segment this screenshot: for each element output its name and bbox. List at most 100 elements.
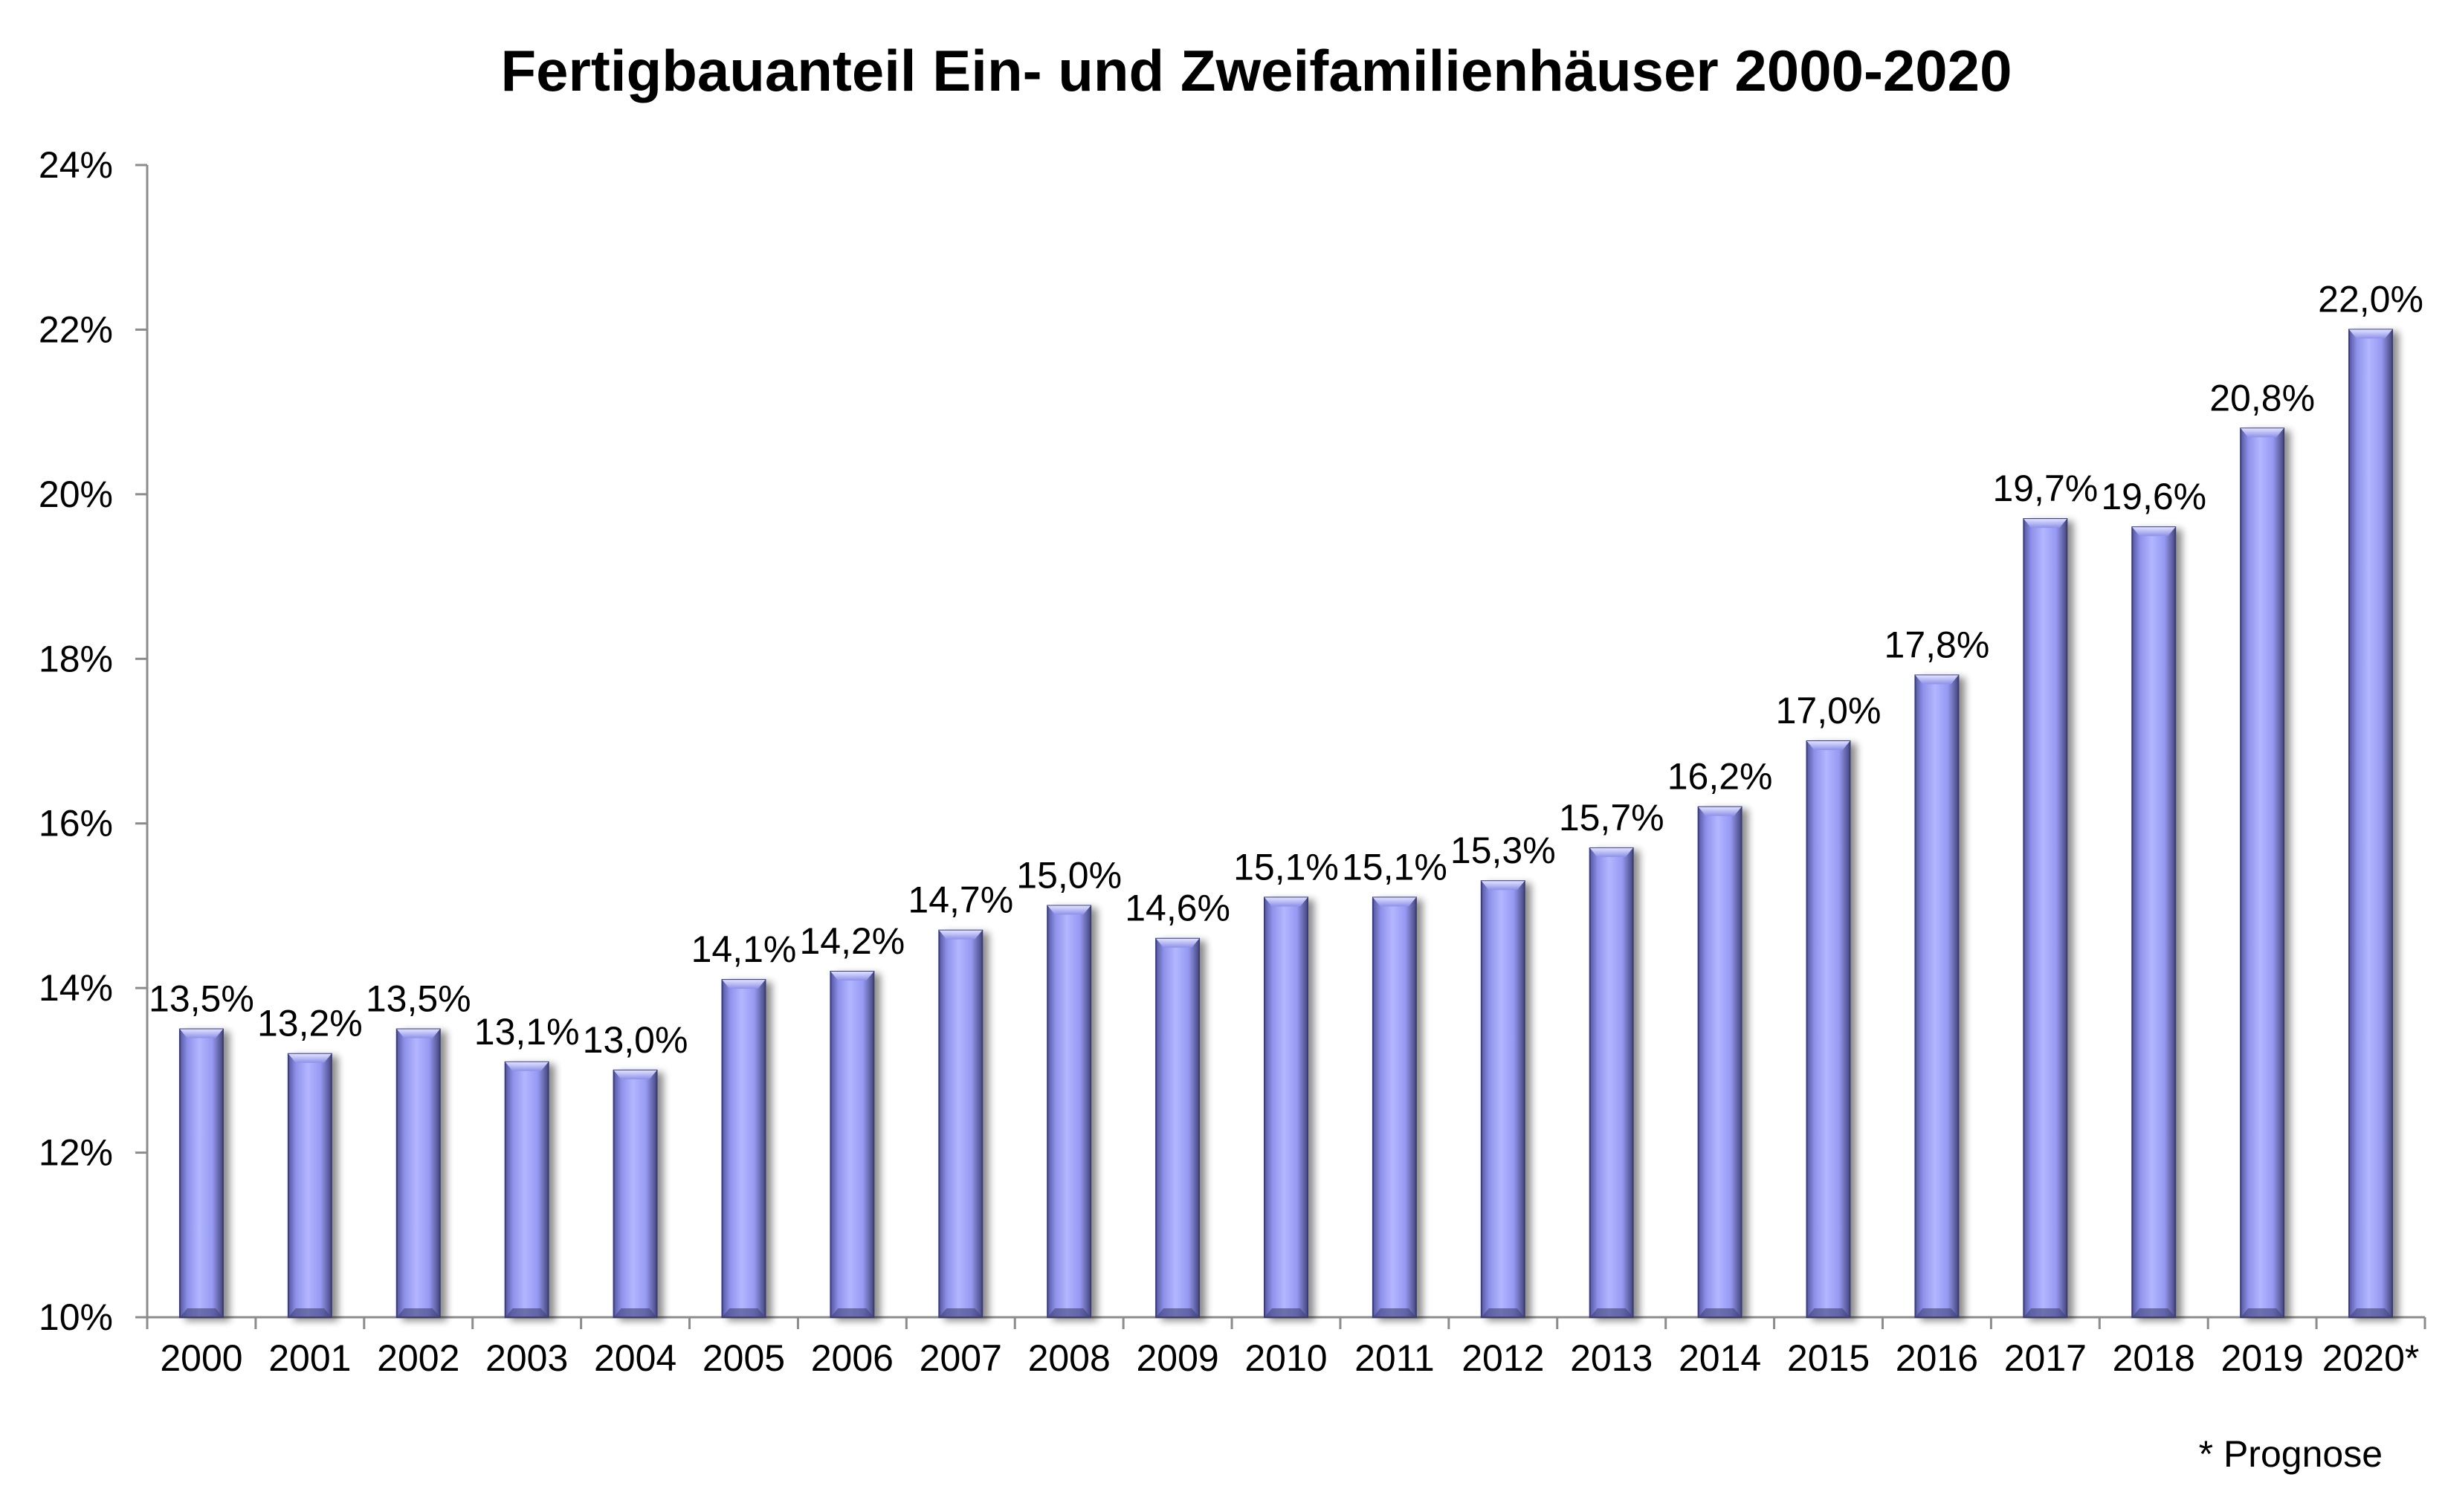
x-tick-label: 2003 bbox=[485, 1337, 568, 1379]
bar-body bbox=[1372, 896, 1417, 1319]
bar-base bbox=[1589, 1308, 1633, 1317]
bar-body bbox=[1914, 674, 1960, 1318]
x-axis-ticks: 2000 2001 2002 2003 2004 2005 2006 2007 2008 2009… bbox=[146, 1317, 2426, 1379]
y-axis-ticks: 10% 12% 14% 16% 18% 20% 22% 24% bbox=[39, 144, 147, 1338]
bar-base bbox=[1806, 1308, 1850, 1317]
bar-base bbox=[1047, 1308, 1091, 1317]
data-label: 19,7% bbox=[1992, 468, 2098, 509]
data-label: 13,5% bbox=[366, 978, 471, 1020]
bar bbox=[1372, 896, 1417, 1319]
chart-title: Fertigbauanteil Ein- und Zweifamilienhäu… bbox=[501, 38, 2012, 103]
y-tick-label: 10% bbox=[39, 1296, 113, 1338]
y-tick-label: 16% bbox=[39, 803, 113, 844]
x-tick-label: 2013 bbox=[1570, 1337, 1653, 1379]
bar-cap bbox=[1372, 897, 1416, 907]
data-label: 14,6% bbox=[1125, 888, 1230, 929]
bar bbox=[938, 929, 984, 1318]
bar-body bbox=[2131, 526, 2177, 1319]
bar bbox=[395, 1028, 441, 1318]
data-label: 17,8% bbox=[1884, 624, 1990, 665]
bar-base bbox=[179, 1308, 223, 1317]
bar-body bbox=[1480, 880, 1525, 1318]
data-label: 14,7% bbox=[908, 879, 1013, 921]
bar-cap bbox=[2241, 428, 2284, 438]
bar bbox=[504, 1061, 549, 1319]
bar-cap bbox=[505, 1062, 549, 1071]
bar bbox=[830, 971, 875, 1318]
bar-body bbox=[2348, 329, 2394, 1318]
x-tick-label: 2017 bbox=[2004, 1337, 2087, 1379]
data-label: 17,0% bbox=[1776, 690, 1882, 731]
bar bbox=[613, 1069, 658, 1319]
data-labels: 13,5%13,2%13,5%13,1% 13,0%14,1% 14,2%14,7%… bbox=[149, 278, 2423, 1060]
bar-base bbox=[1698, 1308, 1742, 1317]
bar-base bbox=[939, 1308, 983, 1317]
bar-cap bbox=[2023, 519, 2067, 529]
bar-cap bbox=[1589, 847, 1633, 857]
bar-base bbox=[288, 1308, 332, 1317]
data-label: 13,0% bbox=[583, 1019, 688, 1061]
bar-cap bbox=[1265, 897, 1308, 907]
bar-body bbox=[395, 1028, 441, 1318]
bar-base bbox=[2241, 1308, 2284, 1317]
x-tick-label: 2006 bbox=[811, 1337, 894, 1379]
data-label: 14,1% bbox=[691, 928, 797, 970]
x-tick-label: 2001 bbox=[268, 1337, 351, 1379]
bar-body bbox=[178, 1028, 224, 1318]
data-label: 15,1% bbox=[1233, 846, 1339, 888]
bar-cap bbox=[2132, 527, 2176, 537]
bar-body bbox=[830, 971, 875, 1318]
bar bbox=[2348, 329, 2394, 1318]
bar bbox=[1914, 674, 1960, 1318]
bar-cap bbox=[1481, 881, 1525, 891]
x-tick-label: 2011 bbox=[1354, 1337, 1435, 1379]
x-tick-label: 2005 bbox=[703, 1337, 785, 1379]
bar bbox=[1264, 896, 1308, 1319]
bar-base bbox=[613, 1308, 657, 1317]
x-tick-label: 2012 bbox=[1461, 1337, 1544, 1379]
bar-cap bbox=[288, 1053, 332, 1063]
bar-cap bbox=[1156, 938, 1200, 948]
bar-cap bbox=[939, 930, 983, 940]
bar-body bbox=[721, 979, 766, 1318]
bar bbox=[1480, 880, 1525, 1318]
bar bbox=[2240, 427, 2285, 1318]
x-tick-label: 2018 bbox=[2113, 1337, 2195, 1379]
bar bbox=[2131, 526, 2177, 1319]
bar-body bbox=[2023, 518, 2068, 1318]
bar-base bbox=[2023, 1308, 2067, 1317]
data-label: 20,8% bbox=[2209, 377, 2315, 419]
bar bbox=[2023, 518, 2068, 1318]
data-label: 13,2% bbox=[257, 1003, 363, 1044]
bar-base bbox=[2349, 1308, 2393, 1317]
bar-cap bbox=[1698, 807, 1742, 816]
bar-base bbox=[396, 1308, 440, 1317]
x-tick-label: 2020* bbox=[2322, 1337, 2420, 1379]
data-label: 13,5% bbox=[149, 978, 254, 1020]
x-tick-label: 2008 bbox=[1028, 1337, 1111, 1379]
y-tick-label: 12% bbox=[39, 1132, 113, 1174]
x-tick-label: 2002 bbox=[377, 1337, 459, 1379]
data-label: 15,7% bbox=[1559, 797, 1664, 839]
bar-base bbox=[722, 1308, 766, 1317]
bar-body bbox=[2240, 427, 2285, 1318]
x-tick-label: 2007 bbox=[920, 1337, 1002, 1379]
bar-cap bbox=[396, 1029, 440, 1038]
data-label: 16,2% bbox=[1667, 756, 1773, 798]
bar-cap bbox=[2349, 329, 2393, 339]
bar-body bbox=[1047, 905, 1092, 1318]
x-tick-label: 2004 bbox=[594, 1337, 676, 1379]
bar-body bbox=[1264, 896, 1308, 1319]
bar-base bbox=[505, 1308, 549, 1317]
bar-base bbox=[1915, 1308, 1959, 1317]
bar bbox=[1806, 740, 1851, 1318]
data-label: 22,0% bbox=[2318, 278, 2423, 320]
bar-body bbox=[1589, 847, 1634, 1318]
bar-cap bbox=[613, 1070, 657, 1079]
x-tick-label: 2014 bbox=[1679, 1337, 1761, 1379]
bar-body bbox=[1155, 937, 1201, 1318]
bar-cap bbox=[1047, 905, 1091, 915]
bar-base bbox=[2132, 1308, 2176, 1317]
